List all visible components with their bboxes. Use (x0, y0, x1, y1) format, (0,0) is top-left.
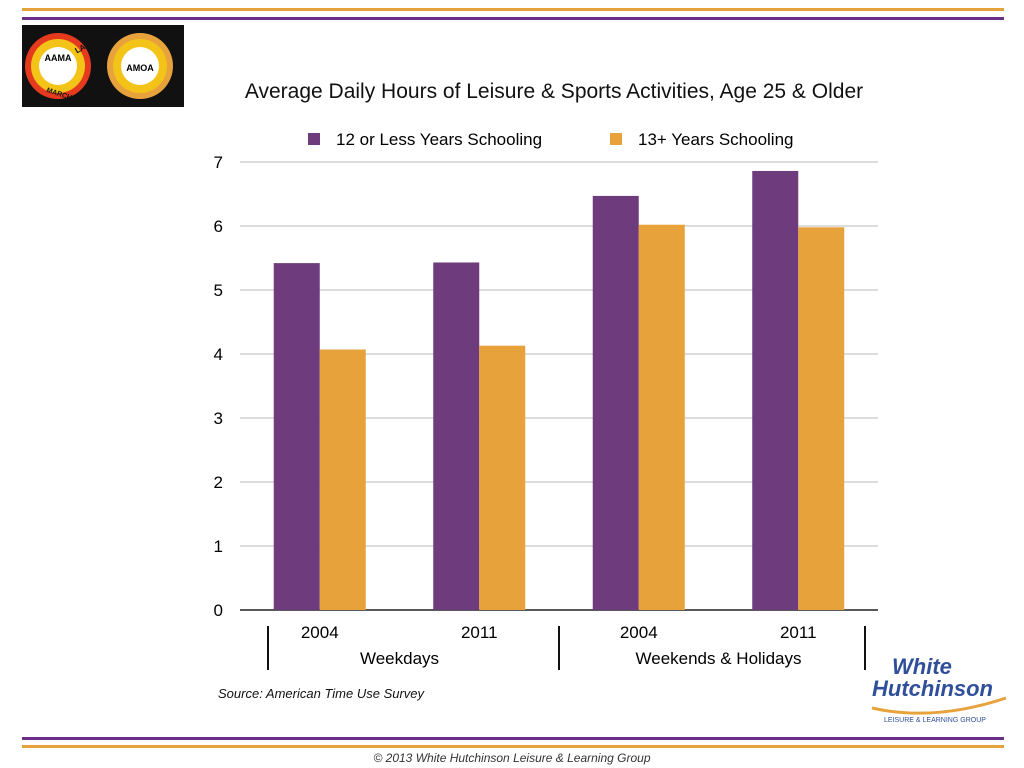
bar-12-or-less (273, 263, 320, 610)
y-tick-label: 0 (214, 601, 223, 620)
y-tick-label: 6 (214, 217, 223, 236)
y-tick-label: 2 (214, 473, 223, 492)
brand-swoosh (871, 696, 1007, 715)
chart-title: Average Daily Hours of Leisure & Sports … (244, 80, 864, 103)
y-axis-ticks: 0 1 2 3 4 5 6 7 (214, 153, 223, 620)
copyright: © 2013 White Hutchinson Leisure & Learni… (373, 751, 651, 765)
legend-swatch-13-plus (610, 133, 622, 145)
white-hutchinson-logo: White Hutchinson LEISURE & LEARNING GROU… (871, 654, 1007, 724)
logo-org2: AMOA (126, 63, 154, 73)
legend-swatch-12-or-less (308, 133, 320, 145)
bar-13-plus (638, 224, 685, 610)
bar-12-or-less (752, 170, 799, 610)
logo-org1: AAMA (45, 53, 72, 63)
brand-line1: White (892, 654, 952, 679)
x-tick-label: 2004 (620, 623, 658, 642)
brand-tagline: LEISURE & LEARNING GROUP (884, 717, 986, 724)
bar-12-or-less (592, 195, 639, 611)
bottom-orange-rule (22, 745, 1004, 748)
y-tick-label: 7 (214, 153, 223, 172)
legend-label-12-or-less: 12 or Less Years Schooling (336, 130, 542, 149)
legend-label-13-plus: 13+ Years Schooling (638, 130, 794, 149)
top-purple-rule (22, 17, 1004, 20)
top-orange-rule (22, 8, 1004, 11)
x-tick-label: 2011 (461, 623, 498, 642)
y-tick-label: 5 (214, 281, 223, 300)
legend: 12 or Less Years Schooling 13+ Years Sch… (308, 130, 794, 149)
group-label: Weekdays (360, 649, 439, 668)
group-label: Weekends & Holidays (636, 649, 802, 668)
y-tick-label: 3 (214, 409, 223, 428)
x-tick-label: 2011 (780, 623, 817, 642)
brand-line2: Hutchinson (872, 676, 993, 701)
source-note: Source: American Time Use Survey (218, 686, 425, 701)
bars (273, 170, 845, 611)
bar-13-plus (798, 227, 845, 610)
event-logo: AAMA AMOA LAS VEGAS, NV MARCH 20-22 (22, 25, 184, 107)
bar-13-plus (479, 345, 526, 610)
y-tick-label: 1 (214, 537, 223, 556)
bar-12-or-less (433, 262, 480, 610)
bottom-purple-rule (22, 737, 1004, 740)
x-axis-labels: 2004 2011 2004 2011 Weekdays Weekends & Holid… (267, 623, 866, 670)
bar-13-plus (319, 349, 366, 610)
y-tick-label: 4 (214, 345, 223, 364)
x-tick-label: 2004 (301, 623, 339, 642)
